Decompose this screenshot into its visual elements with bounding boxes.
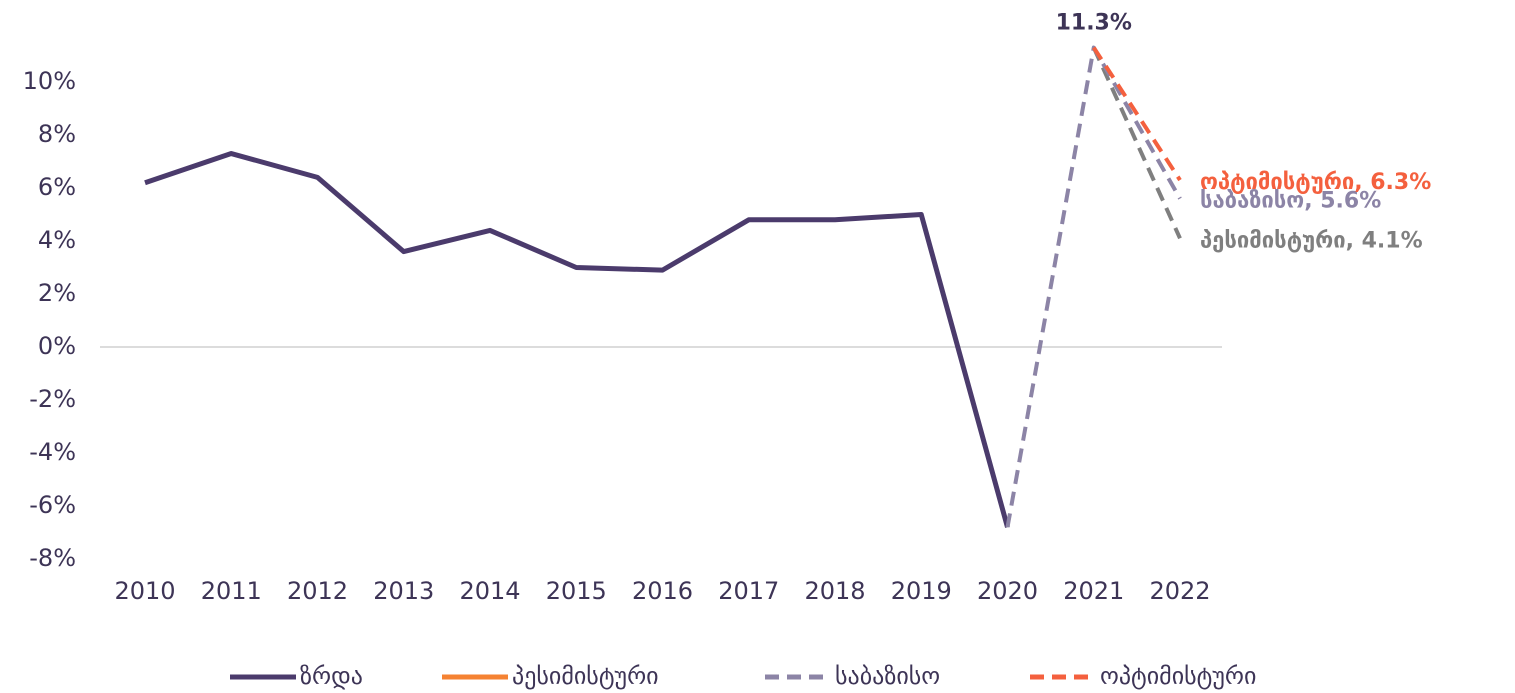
x-tick-label: 2017 [718,577,779,605]
series-line [144,151,1010,528]
x-tick-label: 2019 [891,577,952,605]
y-tick-label: 2% [38,279,76,307]
x-tick-label: 2014 [459,577,520,605]
series-line [1005,45,1182,528]
x-tick-label: 2012 [287,577,348,605]
x-tick-label: 2010 [114,577,175,605]
data-label: 11.3% [1056,11,1132,36]
y-tick-label: -2% [29,385,76,413]
x-tick-label: 2011 [201,577,262,605]
legend-label: ზრდა [300,662,363,690]
y-tick-label: 6% [38,173,76,201]
y-tick-label: -4% [29,438,76,466]
data-label: საბაზისო, 5.6% [1200,189,1381,214]
data-label: ოპტიმისტური, 6.3% [1200,170,1431,195]
series-line [1092,46,1182,182]
series-line [1091,46,1182,240]
y-tick-label: 0% [38,332,76,360]
x-tick-label: 2015 [546,577,607,605]
x-tick-label: 2022 [1149,577,1210,605]
x-tick-label: 2018 [804,577,865,605]
legend-label: ოპტიმისტური [1100,662,1256,690]
x-tick-label: 2013 [373,577,434,605]
x-tick-label: 2020 [977,577,1038,605]
y-tick-label: -8% [29,544,76,572]
x-tick-label: 2016 [632,577,693,605]
x-tick-label: 2021 [1063,577,1124,605]
legend-label: პესიმისტური [512,662,659,690]
y-tick-label: 8% [38,120,76,148]
y-tick-label: 4% [38,226,76,254]
y-tick-label: -6% [29,491,76,519]
data-label: პესიმისტური, 4.1% [1200,228,1423,253]
y-tick-label: 10% [23,67,76,95]
legend-label: საბაზისო [835,662,940,690]
